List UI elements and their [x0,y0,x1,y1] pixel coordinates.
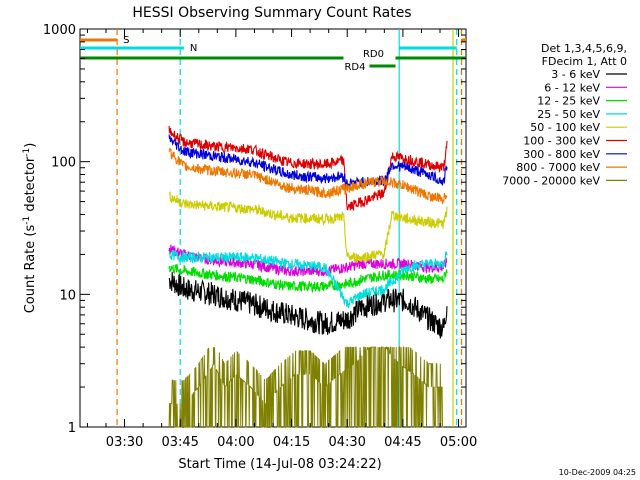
x-tick-group: 03:30 03:45 04:00 04:15 04:30 04:45 05:00 [86,29,477,450]
legend-label-25-50-kev: 25 - 50 keV [537,108,600,121]
y-axis-label-end: ) [23,143,38,148]
series-line-300-800-kev [168,134,448,189]
y-axis-label: Count Rate (s-1 detector-1) [22,143,38,314]
x-tick-label-05-00: 05:00 [440,435,477,450]
chart-title: HESSI Observing Summary Count Rates [132,5,411,21]
marker-label-rd0: RD0 [363,49,384,60]
x-tick-label-03-45: 03:45 [161,435,198,450]
series-line-25-50-kev [168,249,448,309]
legend-label-800-7000-kev: 800 - 7000 keV [516,161,600,174]
marker-label-n: N [190,43,197,54]
legend-header-line-2: FDecim 1, Att 0 [542,55,627,68]
legend-label-100-300-kev: 100 - 300 keV [523,135,600,148]
y-axis-label-sup1: -1 [22,216,32,225]
series-line-12-25-kev [168,263,448,294]
y-tick-label-100: 100 [51,156,76,171]
series-line-100-300-kev [168,125,448,211]
y-tick-label-10: 10 [59,288,76,303]
x-tick-label-04-00: 04:00 [217,435,254,450]
x-tick-label-04-30: 04:30 [328,435,365,450]
x-tick-label-04-45: 04:45 [384,435,421,450]
y-tick-group: 1 10 100 1000 [43,23,466,436]
legend-label-3-6-kev: 3 - 6 keV [551,68,600,81]
legend-label-12-25-kev: 12 - 25 keV [537,95,600,108]
y-axis-label-sup2: -1 [22,148,32,157]
legend: Det 1,3,4,5,6,9, FDecim 1, Att 0 3 - 6 k… [502,42,627,187]
x-tick-label-03-30: 03:30 [106,435,143,450]
legend-label-6-12-kev: 6 - 12 keV [544,81,600,94]
y-tick-label-1: 1 [68,421,76,436]
y-axis-label-main: Count Rate (s [23,225,38,314]
y-axis-label-mid: detector [23,156,38,216]
legend-label-50-100-kev: 50 - 100 keV [530,121,600,134]
vertical-line-group [116,29,463,427]
marker-label-rd4: RD4 [344,62,365,73]
x-tick-label-04-15: 04:15 [273,435,310,450]
legend-header-line-1: Det 1,3,4,5,6,9, [541,42,627,55]
legend-label-300-800-kev: 300 - 800 keV [523,148,600,161]
series-line-7000-20000-kev [168,346,444,428]
series-group [168,125,448,428]
series-line-3-6-kev [168,272,448,339]
legend-label-7000-20000-kev: 7000 - 20000 keV [502,174,600,187]
footer-date: 10-Dec-2009 04:25 [559,468,636,477]
marker-group: S N RD0 RD4 [80,35,466,73]
x-axis-label: Start Time (14-Jul-08 03:24:22) [178,457,381,472]
series-line-6-12-kev [168,244,448,277]
series-line-50-100-kev [168,191,448,264]
y-tick-label-1000: 1000 [43,23,76,38]
series-line-800-7000-kev [168,147,448,205]
marker-label-s: S [123,35,129,46]
